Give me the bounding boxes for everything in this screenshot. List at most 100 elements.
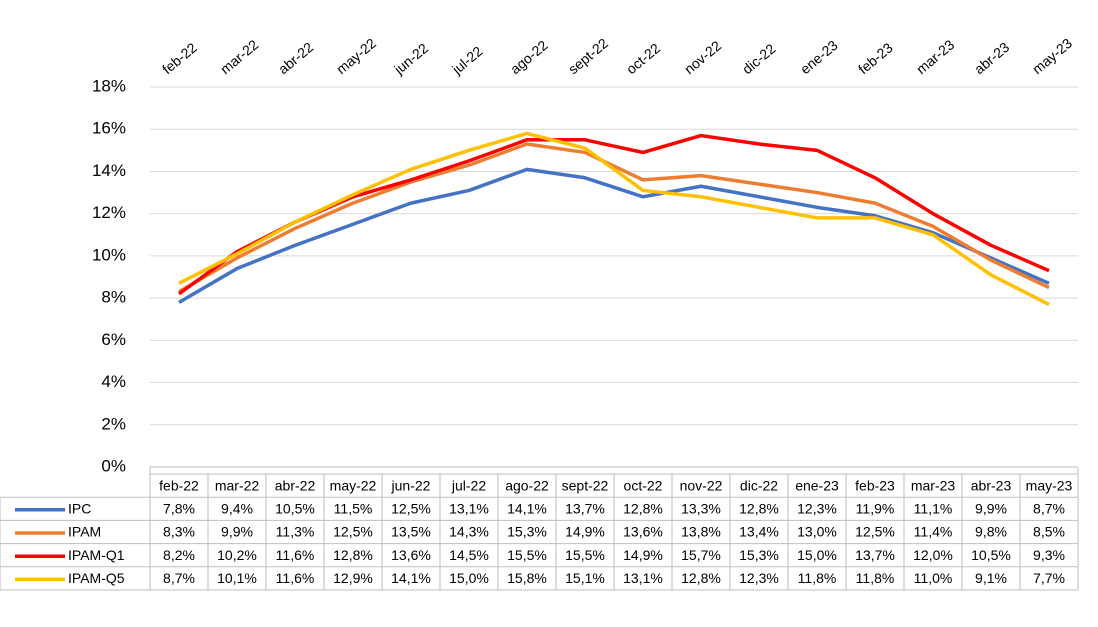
table-cell: 12,8% (739, 501, 779, 517)
y-tick-label: 16% (92, 119, 126, 138)
table-header: may-23 (1026, 477, 1073, 493)
y-tick-label: 10% (92, 245, 126, 264)
table-header: feb-22 (159, 477, 199, 493)
x-tick-label: ago-22 (507, 37, 551, 77)
series-line (178, 142, 1050, 294)
table-header: abr-22 (275, 477, 316, 493)
series-line (178, 167, 1050, 304)
table-cell: 10,5% (275, 501, 315, 517)
table-cell: 7,7% (1033, 570, 1065, 586)
table-header: dic-22 (740, 477, 778, 493)
legend-label: IPAM-Q1 (68, 547, 125, 563)
table-cell: 11,3% (276, 524, 315, 540)
table-cell: 10,5% (971, 547, 1011, 563)
table-cell: 10,2% (217, 547, 257, 563)
y-tick-label: 12% (92, 203, 126, 222)
table-header: sept-22 (562, 477, 609, 493)
table-cell: 9,9% (975, 501, 1007, 517)
y-tick-label: 2% (101, 414, 126, 433)
table-cell: 11,9% (856, 501, 895, 517)
table-header: nov-22 (680, 477, 723, 493)
x-tick-label: abr-23 (971, 39, 1012, 77)
legend-label: IPC (68, 501, 91, 517)
x-tick-label: may-22 (333, 35, 379, 77)
table-cell: 11,6% (276, 547, 315, 563)
table-cell: 9,3% (1033, 547, 1065, 563)
table-cell: 9,8% (975, 524, 1007, 540)
table-cell: 13,6% (391, 547, 431, 563)
table-cell: 11,1% (914, 501, 953, 517)
table-cell: 12,5% (855, 524, 895, 540)
table-cell: 14,9% (623, 547, 663, 563)
table-header: jul-22 (451, 477, 486, 493)
x-tick-label: feb-23 (855, 39, 896, 77)
x-tick-label: mar-22 (217, 36, 261, 77)
x-tick-label: jun-22 (390, 40, 431, 78)
table-header: jun-22 (391, 477, 431, 493)
table-cell: 13,0% (797, 524, 837, 540)
table-header: ago-22 (505, 477, 549, 493)
table-cell: 15,8% (507, 570, 547, 586)
y-tick-label: 4% (101, 372, 126, 391)
table-cell: 11,6% (276, 570, 315, 586)
x-tick-label: oct-22 (623, 40, 663, 77)
table-header: oct-22 (624, 477, 663, 493)
table-cell: 8,2% (163, 547, 195, 563)
table-cell: 12,8% (623, 501, 663, 517)
x-tick-label: may-23 (1029, 35, 1075, 77)
x-tick-label: dic-22 (739, 40, 779, 77)
table-cell: 7,8% (163, 501, 195, 517)
table-cell: 11,0% (914, 570, 953, 586)
table-cell: 15,0% (449, 570, 489, 586)
table-cell: 13,4% (739, 524, 779, 540)
table-cell: 9,4% (221, 501, 253, 517)
table-cell: 8,7% (163, 570, 195, 586)
table-cell: 14,1% (391, 570, 431, 586)
table-header: mar-23 (911, 477, 956, 493)
y-tick-label: 14% (92, 161, 126, 180)
table-cell: 12,0% (913, 547, 953, 563)
table-cell: 14,1% (507, 501, 547, 517)
table-cell: 15,5% (507, 547, 547, 563)
x-tick-label: abr-22 (275, 39, 316, 77)
table-header: may-22 (330, 477, 377, 493)
table-cell: 12,9% (333, 570, 373, 586)
table-cell: 11,5% (334, 501, 373, 517)
table-cell: 8,7% (1033, 501, 1065, 517)
table-cell: 15,3% (739, 547, 779, 563)
table-cell: 12,8% (333, 547, 373, 563)
table-cell: 11,8% (856, 570, 895, 586)
table-cell: 13,7% (855, 547, 895, 563)
x-tick-label: sept-22 (565, 35, 611, 77)
table-cell: 12,5% (333, 524, 373, 540)
table-cell: 12,5% (391, 501, 431, 517)
series-line (178, 131, 1050, 307)
table-cell: 15,5% (565, 547, 605, 563)
y-tick-label: 6% (101, 330, 126, 349)
table-cell: 13,7% (565, 501, 605, 517)
table-cell: 13,3% (681, 501, 721, 517)
table-cell: 10,1% (217, 570, 257, 586)
table-cell: 14,5% (449, 547, 489, 563)
x-tick-label: ene-23 (797, 37, 841, 77)
table-cell: 15,3% (507, 524, 547, 540)
table-cell: 13,1% (623, 570, 663, 586)
table-header: ene-23 (795, 477, 839, 493)
table-cell: 8,5% (1033, 524, 1065, 540)
legend-label: IPAM-Q5 (68, 570, 125, 586)
table-cell: 14,9% (565, 524, 605, 540)
table-cell: 8,3% (163, 524, 195, 540)
x-tick-label: nov-22 (681, 37, 724, 77)
table-header: abr-23 (971, 477, 1012, 493)
table-header: feb-23 (855, 477, 895, 493)
table-cell: 12,3% (739, 570, 779, 586)
x-tick-label: jul-22 (448, 43, 485, 78)
x-tick-label: feb-22 (159, 39, 200, 77)
table-cell: 14,3% (449, 524, 489, 540)
table-cell: 11,4% (914, 524, 953, 540)
table-cell: 15,0% (797, 547, 837, 563)
table-cell: 13,1% (449, 501, 489, 517)
table-cell: 13,6% (623, 524, 663, 540)
y-tick-label: 8% (101, 288, 126, 307)
